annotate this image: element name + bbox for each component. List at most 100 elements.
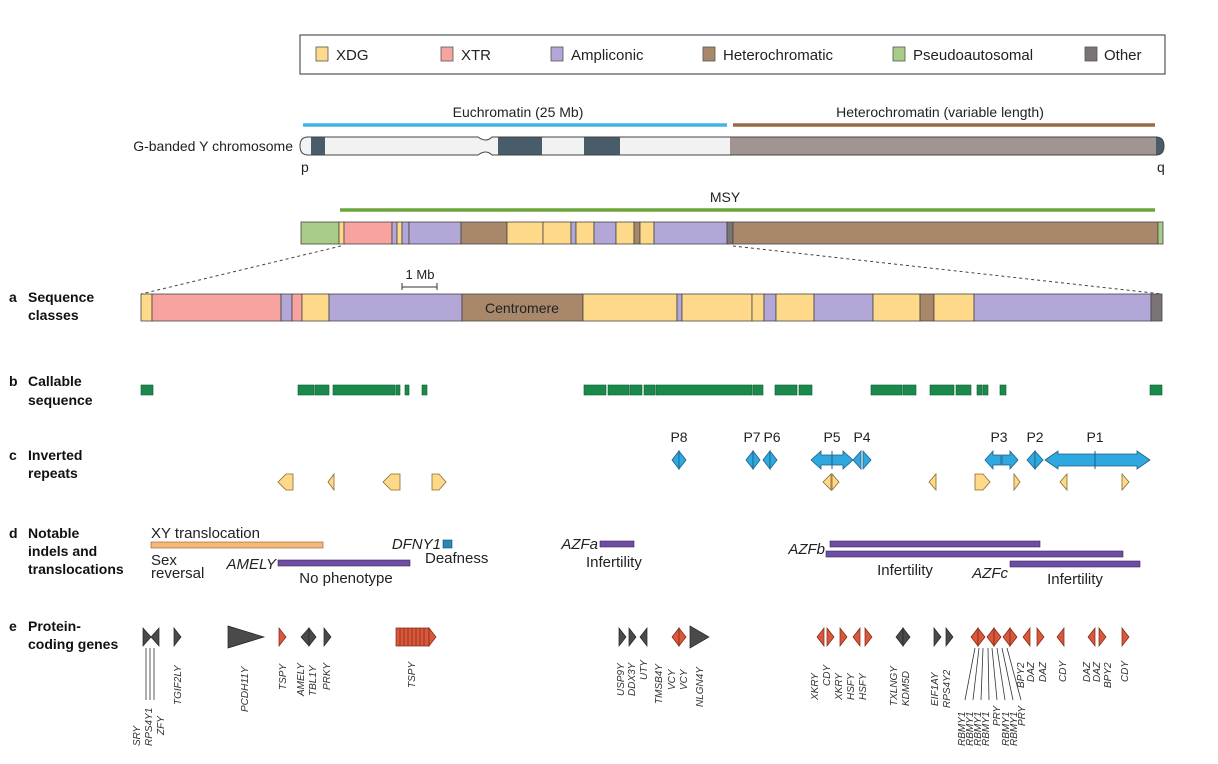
dfny1-block xyxy=(442,539,453,549)
genes-track xyxy=(142,625,1130,701)
legend-label-other: Other xyxy=(1104,47,1142,64)
gene-label-ddx3y: DDX3Y xyxy=(627,661,638,696)
gene-label-tbl1y: TBL1Y xyxy=(308,664,319,696)
svg-text:d: d xyxy=(9,525,18,541)
gene-label-rbmy1-3: RBMY1 xyxy=(973,712,984,746)
legend-label-xdg: XDG xyxy=(336,47,369,64)
legend-swatch-heterochromatic xyxy=(702,46,716,62)
zoom-line-right xyxy=(732,245,1163,295)
legend-swatch-xdg xyxy=(315,46,329,62)
infertility-a-label: Infertility xyxy=(586,554,642,571)
section-label-e: e Protein- coding genes xyxy=(9,618,118,652)
svg-text:a: a xyxy=(9,289,17,305)
svg-text:coding genes: coding genes xyxy=(28,636,118,652)
scale-bar-label: 1 Mb xyxy=(406,267,435,282)
azfa-label: AZFa xyxy=(560,536,598,553)
euchromatin-label: Euchromatin (25 Mb) xyxy=(453,104,584,120)
section-label-d: d Notable indels and translocations xyxy=(9,525,124,577)
sex-reversal-label-2: reversal xyxy=(151,565,204,582)
gene-label-sry: SRY xyxy=(132,724,143,746)
xy-translocation-label: XY translocation xyxy=(151,525,260,542)
svg-text:e: e xyxy=(9,618,17,634)
svg-text:Sequence: Sequence xyxy=(28,289,94,305)
gene-label-daz-4: DAZ xyxy=(1092,661,1103,682)
svg-text:repeats: repeats xyxy=(28,465,78,481)
palindrome-p8: P8 xyxy=(670,429,687,445)
svg-text:Notable: Notable xyxy=(28,525,80,541)
gene-label-bpy2-1: BPY2 xyxy=(1016,662,1027,688)
centromere-block xyxy=(461,293,584,322)
palindrome-p5: P5 xyxy=(823,429,840,445)
infertility-b-label: Infertility xyxy=(877,562,933,579)
azfa-bar xyxy=(599,540,635,548)
gene-label-amely: AMELY xyxy=(296,662,307,697)
section-label-b: b Callable sequence xyxy=(9,373,93,408)
gene-label-tspy-2: TSPY xyxy=(407,661,418,688)
full-y-sequence-classes xyxy=(300,221,1164,245)
gene-label-rbmy1-5: RBMY1 xyxy=(1001,712,1012,746)
gene-label-rbmy1-4: RBMY1 xyxy=(981,712,992,746)
gene-label-zfy: ZFY xyxy=(156,715,167,736)
heterochromatin-label: Heterochromatin (variable length) xyxy=(836,104,1044,120)
svg-text:classes: classes xyxy=(28,307,79,323)
g-banded-label: G-banded Y chromosome xyxy=(133,138,293,154)
legend-label-ampliconic: Ampliconic xyxy=(571,47,644,64)
gene-label-txlngy: TXLNGY xyxy=(889,665,900,706)
amely-label: AMELY xyxy=(226,556,277,573)
gene-label-pcdh11y: PCDH11Y xyxy=(240,665,251,712)
zoom-line-left xyxy=(140,245,342,295)
q-arm-label: q xyxy=(1157,159,1165,175)
svg-text:Callable: Callable xyxy=(28,373,82,389)
gene-label-xkry-1: XKRY xyxy=(810,672,821,701)
svg-text:Protein-: Protein- xyxy=(28,618,81,634)
azfc-bar xyxy=(1009,560,1141,568)
gene-label-hsfy-2: HSFY xyxy=(858,672,869,700)
inverted-repeats-track: P8 P7 P6 P5 P4 P3 P2 P1 xyxy=(277,429,1151,492)
gene-label-tspy-1: TSPY xyxy=(278,663,289,690)
azfb-bar-2 xyxy=(825,550,1124,558)
legend: XDG XTR Ampliconic Heterochromatic Pseud… xyxy=(299,34,1166,75)
indels-track: XY translocation Sex reversal AMELY No p… xyxy=(150,525,1141,588)
gene-label-vcy-1: VCY xyxy=(667,668,678,690)
p-arm-label: p xyxy=(301,159,309,175)
gene-labels: SRY RPS4Y1 ZFY TGIF2LY PCDH11Y TSPY AMEL… xyxy=(132,659,1131,746)
gene-label-rps4y2: RPS4Y2 xyxy=(942,669,953,708)
gene-label-tgif2ly: TGIF2LY xyxy=(173,664,184,705)
gene-label-xkry-2: XKRY xyxy=(834,672,845,701)
sequence-classes-track: Centromere xyxy=(140,293,1163,322)
amely-deletion-bar xyxy=(277,559,411,567)
gene-label-uty: UTY xyxy=(639,659,650,680)
dfny1-label: DFNY1 xyxy=(392,536,441,553)
g-banded-chromosome xyxy=(300,137,1164,155)
gene-label-tmsb4y: TMSB4Y xyxy=(654,663,665,704)
callable-sequence-track xyxy=(140,384,1163,396)
palindrome-p4: P4 xyxy=(853,429,870,445)
palindrome-p6: P6 xyxy=(763,429,780,445)
gene-label-prky: PRKY xyxy=(322,661,333,690)
gene-label-cdy-1: CDY xyxy=(822,664,833,686)
xy-translocation-bar xyxy=(150,541,324,549)
gene-label-daz-2: DAZ xyxy=(1038,661,1049,682)
legend-label-heterochromatic: Heterochromatic xyxy=(723,47,834,64)
gene-label-rbmy1-1: RBMY1 xyxy=(957,712,968,746)
gene-label-cdy-3: CDY xyxy=(1120,660,1131,682)
svg-text:indels and: indels and xyxy=(28,543,97,559)
svg-text:c: c xyxy=(9,447,17,463)
section-label-c: c Inverted repeats xyxy=(9,447,82,481)
svg-text:Inverted: Inverted xyxy=(28,447,82,463)
legend-swatch-xtr xyxy=(440,46,454,62)
azfb-bar-1 xyxy=(829,540,1041,548)
legend-swatch-pseudoautosomal xyxy=(892,46,906,62)
palindrome-p3: P3 xyxy=(990,429,1007,445)
gene-label-daz-1: DAZ xyxy=(1026,661,1037,682)
gene-label-kdm5d: KDM5D xyxy=(901,671,912,706)
gene-label-vcy-2: VCY xyxy=(679,668,690,690)
infertility-c-label: Infertility xyxy=(1047,571,1103,588)
legend-label-xtr: XTR xyxy=(461,47,491,64)
svg-text:sequence: sequence xyxy=(28,392,93,408)
msy-label: MSY xyxy=(710,189,741,205)
azfc-label: AZFc xyxy=(971,565,1008,582)
legend-swatch-ampliconic xyxy=(550,46,564,62)
gene-label-cdy-2: CDY xyxy=(1058,660,1069,682)
